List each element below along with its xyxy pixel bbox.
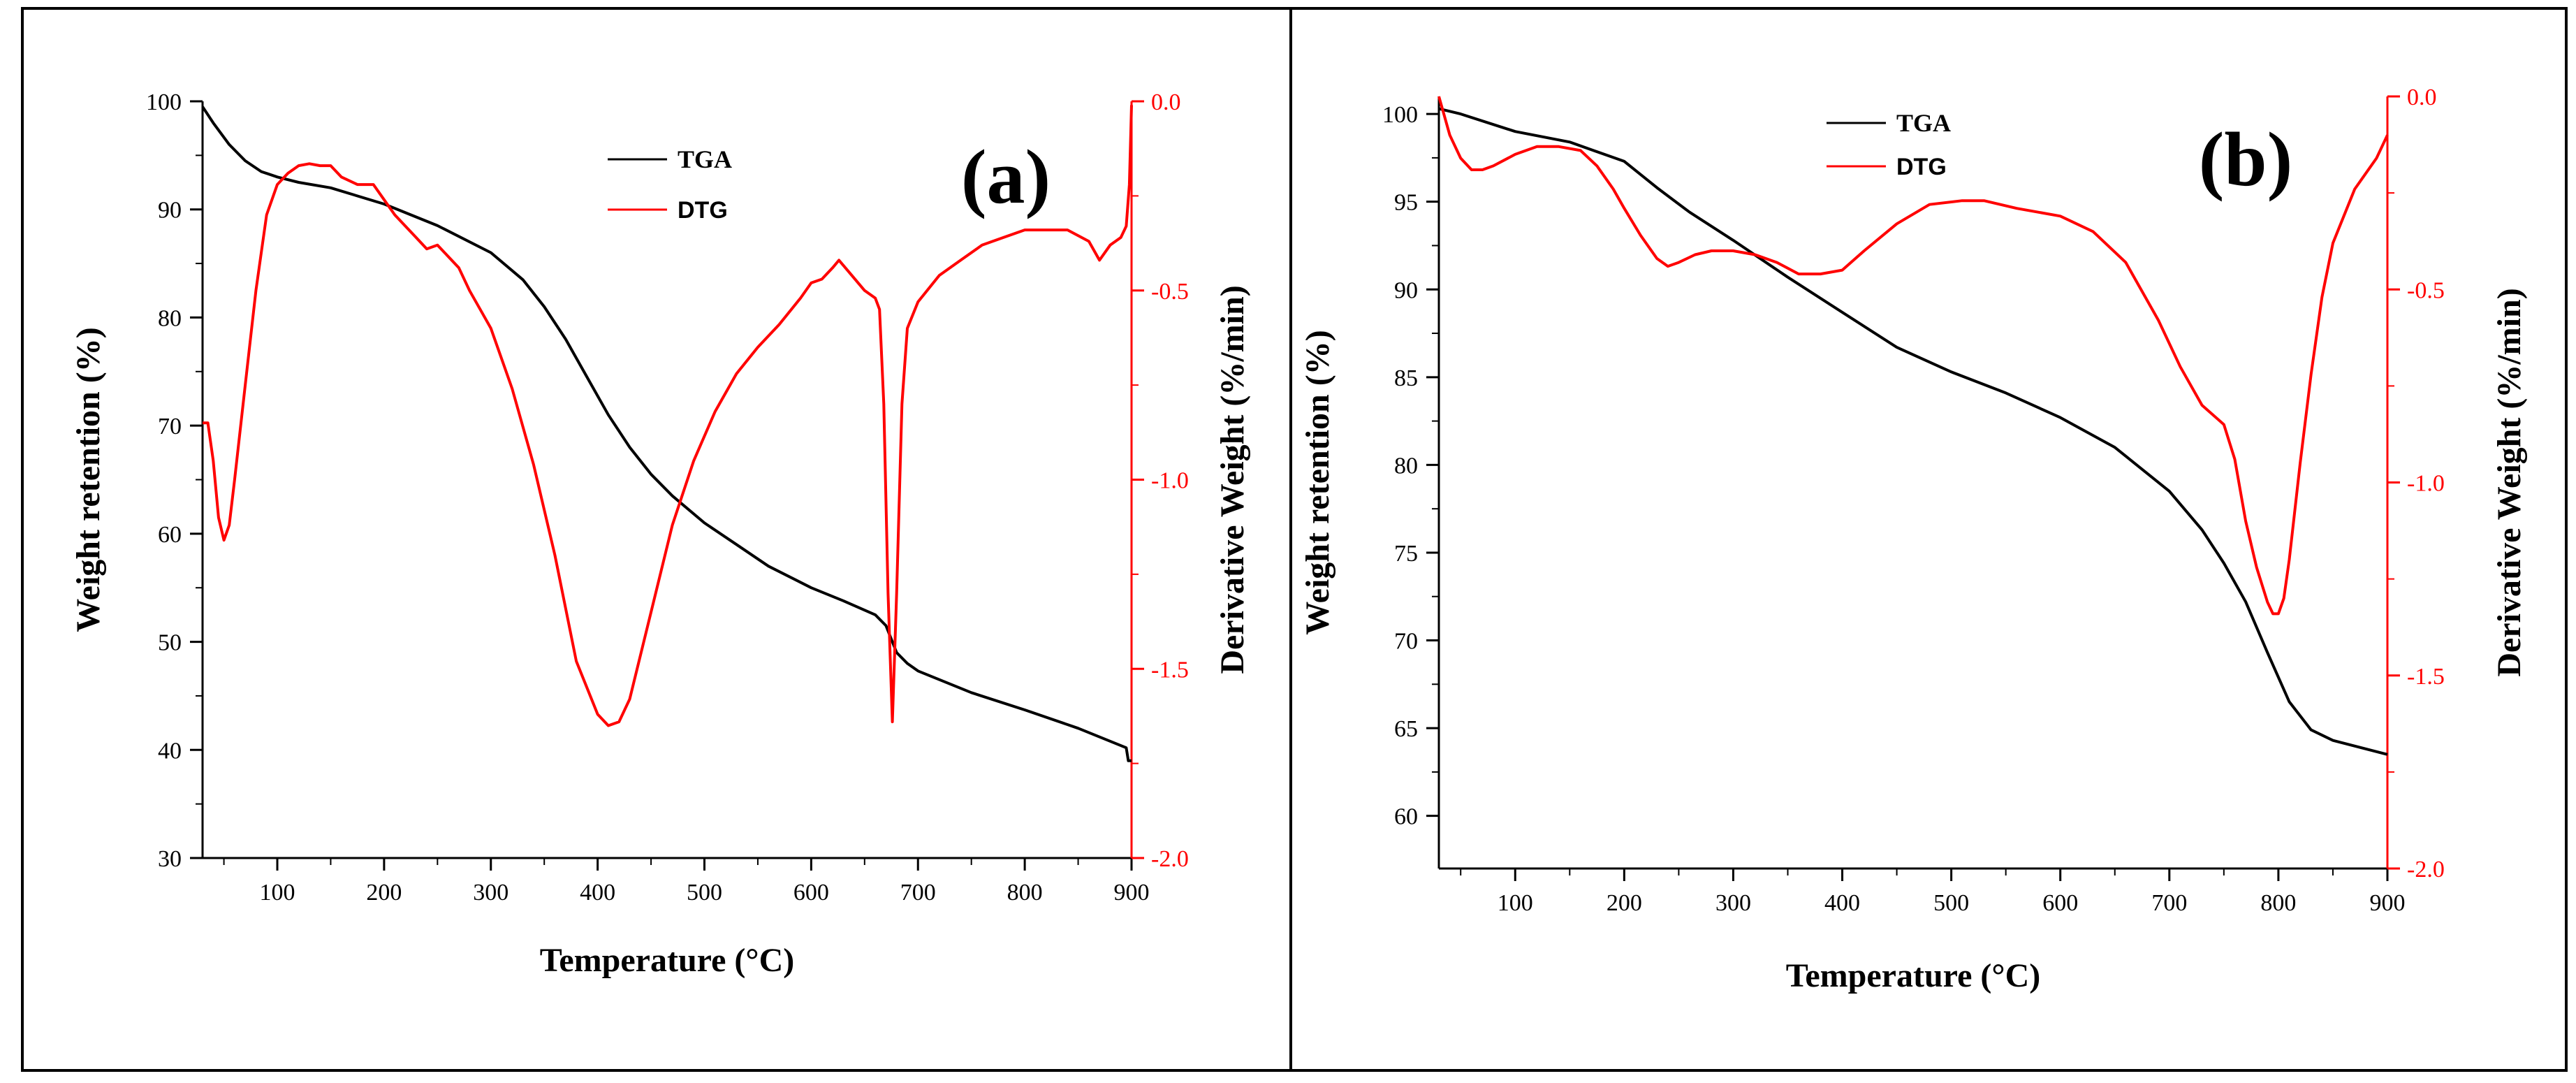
y-axis-title: Weight retention (%) [70,327,107,632]
y2-tick-label: -0.5 [1151,279,1189,305]
y-tick-label: 95 [1394,190,1418,216]
y-tick-label: 90 [158,198,182,224]
y-tick-label: 50 [158,630,182,656]
y2-tick-label: -2.0 [1151,846,1189,872]
y-tick-label: 70 [1394,629,1418,655]
dtg-series-line [1437,96,2389,616]
y-tick-label: 75 [1394,541,1418,567]
y-tick-label: 40 [158,738,182,764]
y-tick-label: 80 [158,305,182,331]
panel-a-frame [21,7,1292,1072]
y-tick-label: 60 [158,522,182,548]
x-tick-label: 400 [580,880,615,906]
y-tick-label: 100 [1382,102,1418,128]
y2-tick-label: -1.5 [1151,657,1189,683]
x-axis-title: Temperature (°C) [540,942,794,979]
x-tick-label: 600 [2042,890,2078,916]
x-tick-label: 300 [473,880,508,906]
legend-tga-label: TGA [1896,109,1951,137]
x-tick-label: 800 [1007,880,1043,906]
x-tick-label: 200 [1607,890,1642,916]
y-tick-label: 70 [158,414,182,439]
legend-dtg-label: DTG [678,197,728,224]
y-tick-label: 60 [1394,804,1418,830]
x-tick-label: 100 [260,880,295,906]
dtg-series-line [203,105,1133,727]
y2-tick-label: -2.0 [2407,857,2445,882]
x-tick-label: 500 [687,880,722,906]
x-tick-label: 200 [366,880,402,906]
panel-b-frame [1289,7,2568,1072]
x-tick-label: 800 [2260,890,2296,916]
panel-label: (b) [2199,117,2292,202]
y2-tick-label: -1.0 [1151,468,1189,494]
y-tick-label: 100 [146,89,182,115]
tga-series-line [1438,107,2388,756]
x-axis-title: Temperature (°C) [1786,957,2040,994]
x-tick-label: 900 [1114,880,1150,906]
x-tick-label: 300 [1715,890,1751,916]
legend-dtg-label: DTG [1896,154,1947,180]
y-axis-title: Weight retention (%) [1299,330,1336,634]
y2-tick-label: -1.5 [2407,664,2445,690]
x-tick-label: 900 [2370,890,2406,916]
y-tick-label: 80 [1394,453,1418,479]
tga-series-line [201,106,1132,762]
x-tick-label: 100 [1498,890,1533,916]
x-tick-label: 600 [793,880,829,906]
y-tick-label: 85 [1394,365,1418,391]
y2-tick-label: 0.0 [1151,89,1181,115]
y2-tick-label: 0.0 [2407,85,2437,110]
y2-tick-label: -1.0 [2407,471,2445,497]
y-tick-label: 65 [1394,716,1418,742]
panel-a-chart: 100 200 300 400 500 600 700 800 900 30 40 50 60 70 80 9… [70,89,1251,979]
x-tick-label: 700 [2151,890,2187,916]
panel-label: (a) [961,134,1051,219]
x-tick-label: 700 [900,880,936,906]
panel-b-chart: 100 200 300 400 500 600 700 800 900 60 65 70 75 80 85 9… [1299,85,2528,994]
x-tick-label: 500 [1933,890,1969,916]
y2-axis-title: Derivative Weight (%/min) [1214,285,1251,674]
y-tick-label: 90 [1394,277,1418,303]
legend-tga-label: TGA [678,145,732,173]
y2-tick-label: -0.5 [2407,277,2445,303]
y2-axis-title: Derivative Weight (%/min) [2491,288,2528,676]
y-tick-label: 30 [158,846,182,872]
x-tick-label: 400 [1824,890,1860,916]
